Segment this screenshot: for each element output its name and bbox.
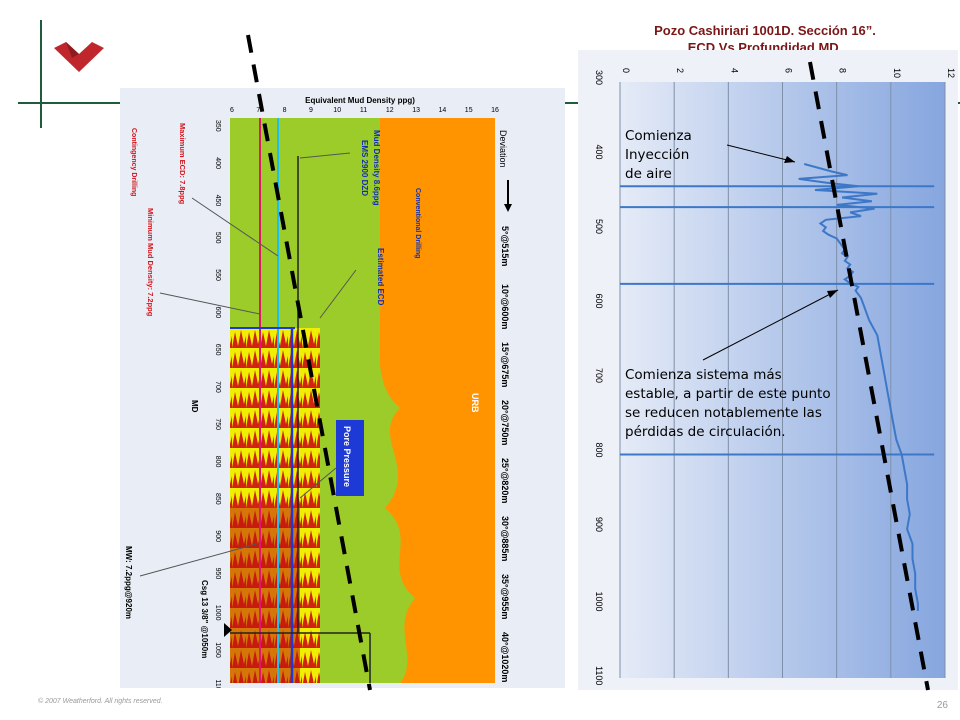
ems-label: EMS 2900 DZD (360, 140, 369, 196)
md-depth-tick: 800 (214, 456, 221, 468)
md-depth-tick: 550 (214, 269, 221, 281)
deviation-item: 5°@515m (500, 226, 510, 266)
mud-density-label: Mud Density 8.6ppg (372, 130, 381, 206)
deviation-item: 35°@955m (500, 574, 510, 619)
title-line-1: Pozo Cashiriari 1001D. Sección 16”. (654, 23, 876, 38)
emd-x-tick: 11 (360, 107, 367, 114)
deviation-item: 15°@675m (500, 342, 510, 387)
emd-x-ticks: 6 7 8 9 10 11 12 13 14 15 16 (230, 107, 499, 114)
emd-x-tick: 8 (283, 107, 287, 114)
mw-label: MW: 7.2ppg@920m (124, 546, 133, 619)
x-axis-ticks: 0 2 4 6 8 10 12 (621, 68, 956, 78)
spikes (620, 185, 935, 456)
left-trend-line (246, 34, 372, 691)
annotation-line: pérdidas de circulación. (625, 424, 786, 440)
weatherford-logo-icon (54, 42, 104, 72)
emd-x-tick: 12 (386, 107, 394, 114)
md-depth-ticks: 350 400 450 500 550 600 650 700 750 800 850 900 950 1… (214, 120, 221, 688)
x-tick-label: 4 (729, 68, 739, 73)
y-tick-label: 700 (594, 368, 604, 383)
md-depth-tick: 600 (214, 307, 221, 319)
footer-copyright: © 2007 Weatherford. All rights reserved. (38, 698, 163, 705)
md-depth-tick: 700 (214, 381, 221, 393)
y-tick-label: 400 (594, 145, 604, 160)
drilling-window-chart: Equivalent Mud Density ppg) 6 7 8 9 10 11 12 13… (120, 88, 565, 688)
conventional-label: Conventional Drilling (414, 188, 421, 258)
x-tick-label: 10 (892, 68, 902, 78)
y-tick-label: 600 (594, 294, 604, 309)
md-depth-tick: 1050 (214, 642, 221, 658)
csg-label: Csg 13 3/8" @1050m (200, 580, 209, 658)
emd-x-tick: 6 (230, 107, 234, 114)
estimated-ecd-label: Estimated ECD (376, 248, 385, 306)
emd-x-tick: 13 (412, 107, 420, 114)
deviation-items: 5°@515m 10°@600m 15°@675m 20°@750m 25°@820m 3… (500, 226, 510, 682)
annotation-line: Inyección (625, 147, 690, 163)
md-depth-tick: 850 (214, 493, 221, 505)
deviation-item: 25°@820m (500, 458, 510, 503)
grid-lines (619, 82, 946, 678)
min-mud-label: Minimum Mud Density: 7.2ppg (146, 208, 155, 317)
deviation-item: 20°@750m (500, 400, 510, 445)
frame-horizontal-line (18, 102, 122, 104)
x-tick-label: 8 (838, 68, 848, 73)
red-zone (230, 508, 300, 683)
deviation-item: 10°@600m (500, 284, 510, 329)
emd-axis-title: Equivalent Mud Density ppg) (305, 96, 415, 105)
y-axis-ticks: 300 400 500 600 700 800 900 1000 1100 (594, 70, 604, 685)
ecd-vs-depth-chart: 0 2 4 6 8 10 12 300 400 500 600 700 800 900 1000 1100 (578, 50, 958, 690)
annotation-stable-system: Comienza sistema más estable, a partir d… (625, 366, 831, 442)
md-depth-tick: 650 (214, 344, 221, 356)
md-depth-tick: 350 (214, 120, 221, 132)
annotation-air-injection: Comienza Inyección de aire (625, 127, 692, 184)
page-number: 26 (936, 700, 948, 711)
max-ecd-label: Maximum ECD: 7.8ppg (178, 123, 187, 205)
md-depth-tick: 1000 (214, 605, 221, 621)
emd-x-tick: 7 (256, 107, 260, 114)
md-depth-tick: 900 (214, 530, 221, 542)
deviation-arrow-icon (504, 204, 512, 212)
md-depth-tick: 1100 (214, 680, 221, 689)
annotation-line: Comienza sistema más (625, 367, 782, 383)
emd-x-tick: 16 (491, 107, 499, 114)
annot-air-arrow (726, 144, 796, 163)
y-tick-label: 800 (594, 443, 604, 458)
y-tick-label: 1100 (594, 666, 604, 685)
y-tick-label: 500 (594, 219, 604, 234)
y-tick-label: 900 (594, 517, 604, 532)
x-tick-label: 12 (946, 68, 956, 78)
x-tick-label: 2 (675, 68, 685, 73)
pore-pressure-label: Pore Pressure (342, 426, 352, 487)
deviation-label: Deviation (498, 130, 508, 168)
annotation-line: Comienza (625, 128, 692, 144)
md-depth-tick: 450 (214, 195, 221, 207)
casing-marker-icon (224, 623, 232, 637)
md-depth-tick: 500 (214, 232, 221, 244)
contingency-label: Contingency Drilling (130, 128, 137, 196)
y-tick-label: 300 (594, 70, 604, 85)
pore-pressure-box (336, 420, 364, 496)
annotation-line: de aire (625, 166, 672, 182)
md-depth-tick: 750 (214, 418, 221, 430)
md-depth-tick: 950 (214, 568, 221, 580)
emd-x-tick: 15 (465, 107, 473, 114)
deviation-item: 30°@885m (500, 516, 510, 561)
annotation-line: se reducen notablemente las (625, 405, 822, 421)
right-trend-line (808, 61, 930, 691)
urb-label: URB (470, 393, 480, 413)
deviation-item: 40°@1020m (500, 632, 510, 682)
emd-x-tick: 14 (439, 107, 447, 114)
y-tick-label: 1000 (594, 592, 604, 612)
emd-x-tick: 9 (309, 107, 313, 114)
x-tick-label: 6 (784, 68, 794, 73)
annotation-line: estable, a partir de este punto (625, 386, 831, 402)
emd-x-tick: 10 (333, 107, 341, 114)
annot-stable-arrow (702, 289, 839, 361)
md-axis-label: MD (190, 400, 199, 413)
frame-vertical-line (40, 20, 42, 128)
x-tick-label: 0 (621, 68, 631, 73)
md-depth-tick: 400 (214, 157, 221, 169)
